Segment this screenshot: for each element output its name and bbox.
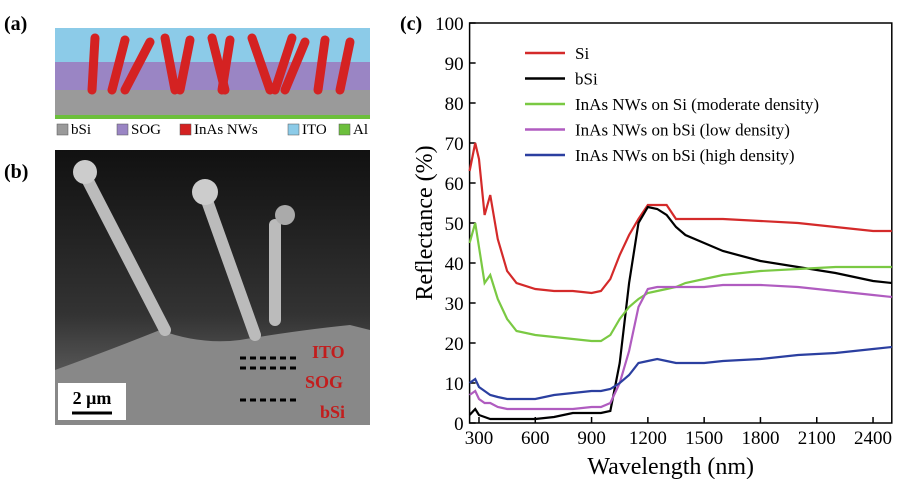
y-tick-label: 40 <box>445 254 464 275</box>
al-layer <box>55 115 370 119</box>
panel-label: (c) <box>400 13 422 35</box>
figure: (a) (b) (c) ITO SOG bSi 2 μm bSi SOG InAs … <box>0 0 905 479</box>
sem-image: ITO SOG bSi 2 μm <box>55 150 370 425</box>
schematic <box>55 28 370 119</box>
series-line <box>470 347 892 399</box>
panel-label: (b) <box>4 161 28 183</box>
legend-label: ITO <box>302 122 327 138</box>
schematic-legend: bSi SOG InAs NWs ITO Al <box>57 122 368 138</box>
legend-label: bSi <box>71 122 91 138</box>
series-line <box>470 285 892 409</box>
x-tick-label: 900 <box>577 428 606 449</box>
x-tick-label: 1500 <box>685 428 723 449</box>
scale-bar-label: 2 μm <box>73 388 112 408</box>
sem-label: SOG <box>305 372 343 392</box>
y-tick-label: 100 <box>435 14 464 35</box>
page: (a) (b) (c) ITO SOG bSi 2 μm bSi SOG InAs … <box>0 0 905 479</box>
x-tick-label: 2100 <box>798 428 836 449</box>
legend-swatch <box>339 124 350 135</box>
sem-label: bSi <box>320 402 345 422</box>
series-line <box>470 143 892 293</box>
legend-label: InAs NWs on bSi (low density) <box>575 121 790 140</box>
series-line <box>470 207 892 419</box>
y-tick-label: 0 <box>454 414 464 435</box>
x-tick-label: 1800 <box>741 428 779 449</box>
y-tick-label: 10 <box>445 374 464 395</box>
bsi-layer <box>55 90 370 115</box>
chart: 0 10 20 30 40 50 60 70 80 90 100 300 600 900 1200 1500 1… <box>412 14 892 479</box>
legend-label: Si <box>575 44 589 63</box>
legend-swatch <box>57 124 68 135</box>
y-tick-label: 60 <box>445 174 464 195</box>
panel-label: (a) <box>4 13 27 35</box>
legend-swatch <box>288 124 299 135</box>
legend-label: Al <box>353 122 368 138</box>
x-tick-label: 1200 <box>629 428 667 449</box>
y-tick-label: 20 <box>445 334 464 355</box>
y-tick-label: 90 <box>445 54 464 75</box>
legend-label: InAs NWs on bSi (high density) <box>575 146 795 165</box>
legend-label: InAs NWs on Si (moderate density) <box>575 95 819 114</box>
y-tick-label: 50 <box>445 214 464 235</box>
y-axis-label: Reflectance (%) <box>412 145 438 300</box>
x-tick-label: 2400 <box>854 428 892 449</box>
legend-label: bSi <box>575 70 598 89</box>
legend-swatch <box>180 124 191 135</box>
legend-label: SOG <box>131 122 161 138</box>
y-tick-label: 30 <box>445 294 464 315</box>
x-axis-label: Wavelength (nm) <box>587 454 754 479</box>
legend-swatch <box>117 124 128 135</box>
y-tick-label: 80 <box>445 94 464 115</box>
y-tick-label: 70 <box>445 134 464 155</box>
x-tick-label: 300 <box>465 428 494 449</box>
series-line <box>470 223 892 341</box>
x-tick-label: 600 <box>521 428 550 449</box>
sem-label: ITO <box>312 342 345 362</box>
legend-label: InAs NWs <box>194 122 258 138</box>
